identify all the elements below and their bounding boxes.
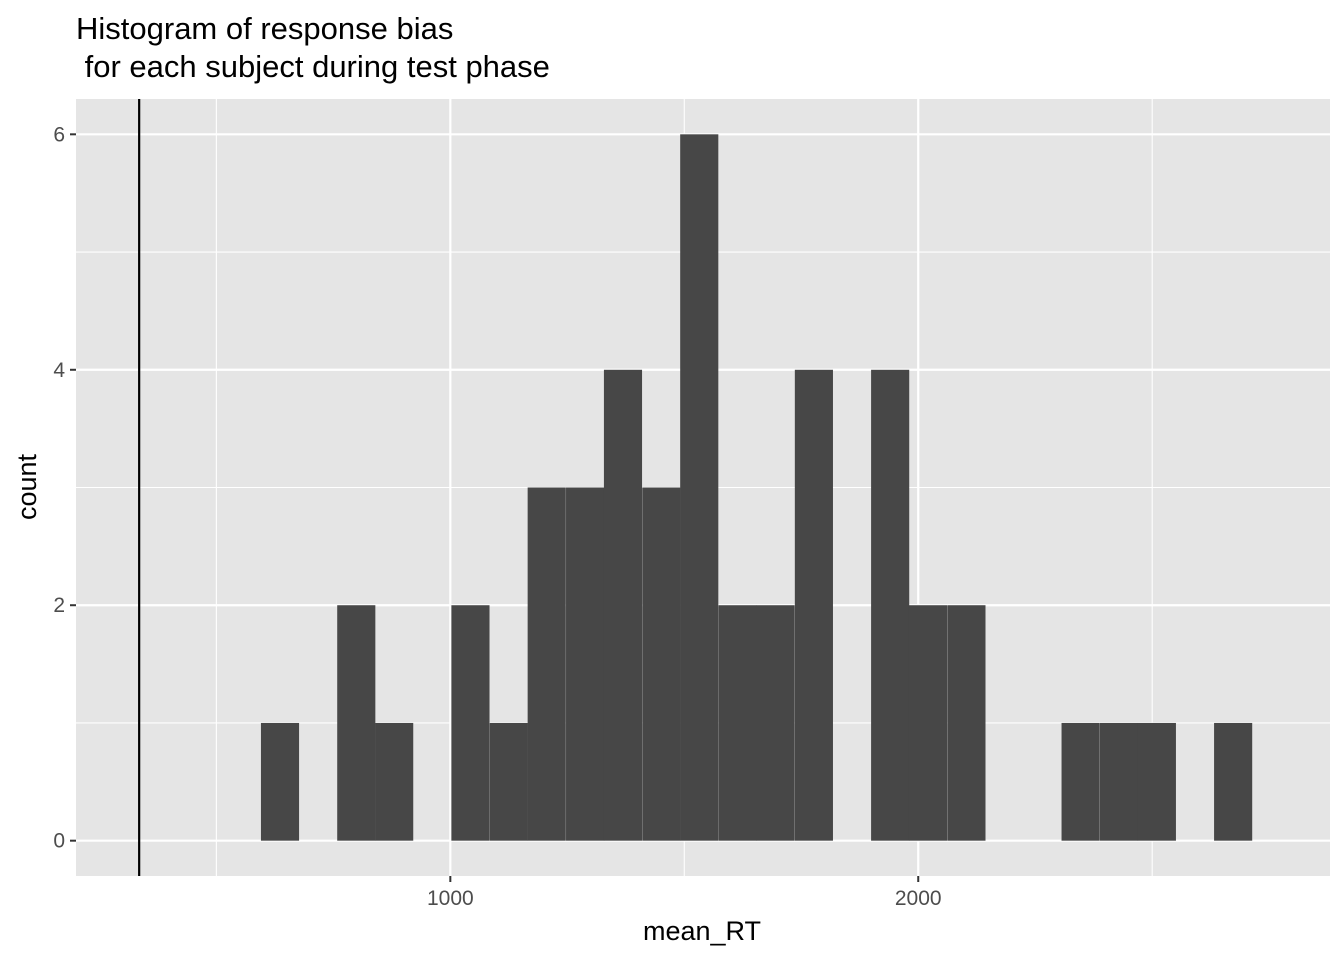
histogram-bar <box>794 369 833 841</box>
chart-title-line-1: Histogram of response bias <box>76 11 453 46</box>
histogram-bar <box>451 605 490 841</box>
x-axis: 1000 2000 <box>427 876 942 910</box>
histogram-bar <box>642 487 681 841</box>
histogram-bar <box>1099 722 1139 841</box>
y-tick-label: 4 <box>53 359 65 382</box>
chart-title-line-2: for each subject during test phase <box>76 49 550 84</box>
histogram-bar <box>908 605 948 841</box>
y-tick-label: 2 <box>53 594 65 617</box>
histogram-bar <box>718 605 757 841</box>
histogram-bar <box>527 487 566 841</box>
histogram-bar <box>603 369 643 841</box>
histogram-bar <box>260 722 300 841</box>
x-axis-title: mean_RT <box>643 916 761 946</box>
histogram-bar <box>566 487 605 841</box>
y-tick-label: 6 <box>53 123 65 146</box>
y-axis: 0 2 4 6 <box>53 123 76 853</box>
histogram-bar <box>489 722 528 841</box>
histogram-bars <box>260 134 1253 841</box>
histogram-bar <box>680 134 719 841</box>
x-tick-label: 2000 <box>895 887 942 910</box>
histogram-bar <box>1137 722 1176 841</box>
histogram-bar <box>1061 722 1100 841</box>
x-tick-label: 1000 <box>427 887 474 910</box>
histogram-bar <box>1214 722 1253 841</box>
y-tick-label: 0 <box>53 830 65 853</box>
histogram-bar <box>375 722 414 841</box>
histogram-bar <box>947 605 986 841</box>
histogram-bar <box>871 369 910 841</box>
histogram-bar <box>756 605 795 841</box>
y-axis-title: count <box>12 453 42 520</box>
histogram-bar <box>337 605 376 841</box>
